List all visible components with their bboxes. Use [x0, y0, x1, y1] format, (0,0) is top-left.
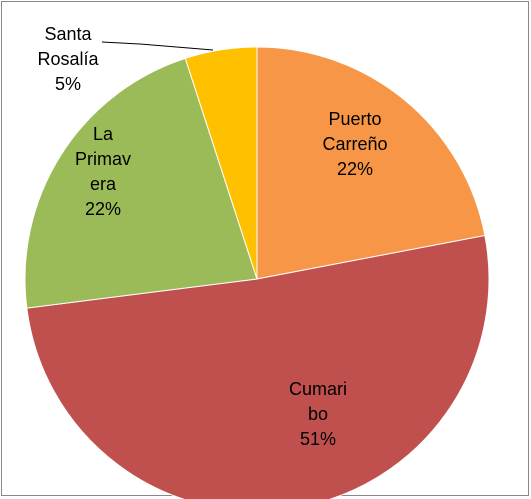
slice-value-label: 5% — [55, 74, 81, 94]
slice-value-label: 51% — [300, 429, 336, 449]
slice-label: Cumari bo — [289, 379, 347, 424]
slice-value-label: 22% — [337, 159, 373, 179]
pie-slice — [184, 46, 258, 280]
pie-slice — [256, 46, 486, 280]
slice-label: Puerto Carreño — [322, 109, 387, 154]
slice-value-label: 22% — [85, 199, 121, 219]
labels: Puerto Carreño 22% Cumari bo 51% La Primav era 22… — [37, 24, 387, 449]
leader-line — [101, 41, 214, 51]
slice-label: Santa Rosalía — [37, 24, 99, 69]
pie-slice — [24, 57, 258, 309]
pie — [24, 46, 490, 499]
slice-label: La Primav era — [75, 124, 131, 194]
pie-slice — [26, 234, 490, 499]
